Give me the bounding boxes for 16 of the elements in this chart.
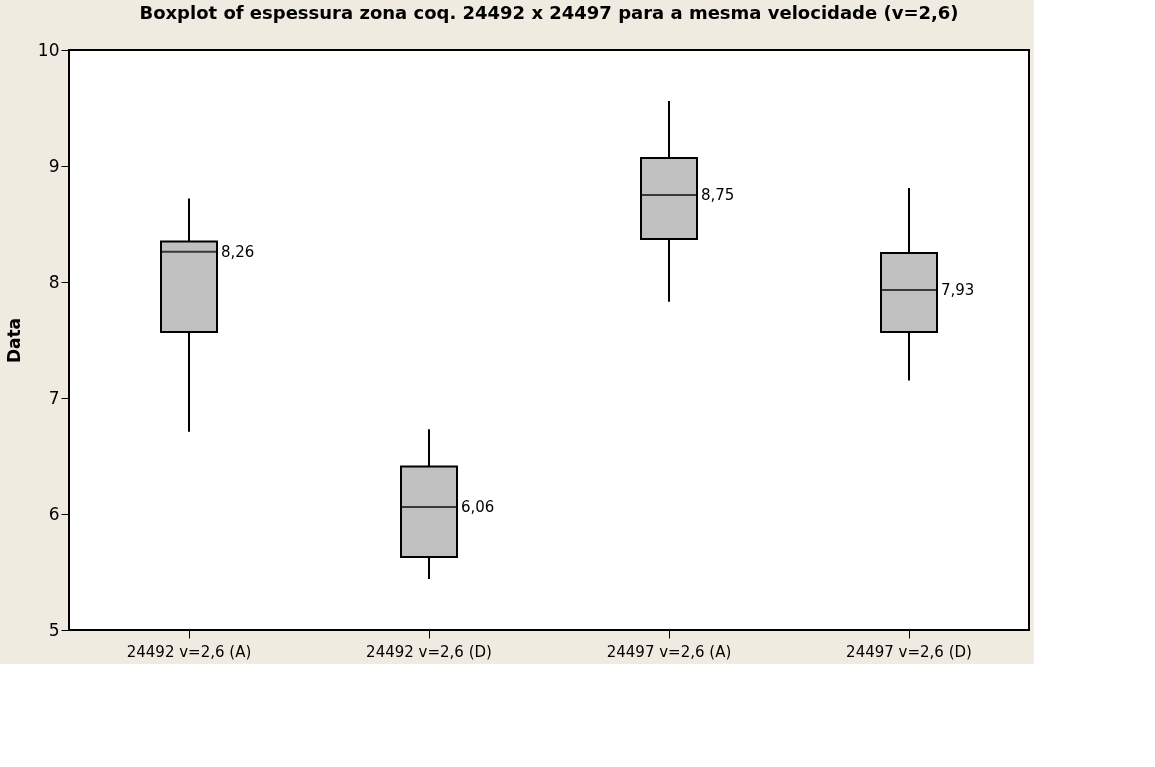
y-tick-label: 9 — [48, 155, 60, 176]
y-tick-label: 7 — [48, 387, 60, 408]
text: 8,26 — [221, 242, 255, 261]
x-tick-label: 24497 v=2,6 (A) — [606, 642, 732, 661]
text: 8,75 — [701, 186, 735, 204]
text: 7,93 — [941, 281, 975, 300]
y-tick-label: 5 — [48, 619, 60, 640]
x-tick-label: 24497 v=2,6 (D) — [846, 642, 972, 661]
text: 6,06 — [461, 498, 495, 517]
y-tick-label: 6 — [48, 503, 60, 524]
x-tick-label: 24492 v=2,6 (D) — [366, 642, 492, 661]
y-tick-label: 8 — [48, 271, 60, 292]
y-tick-label: 10 — [37, 39, 60, 60]
chart-title: Boxplot of espessura zona coq. 24492 x 24497 para a mesma velocidade (v=2,6) — [139, 2, 959, 23]
y-axis-title: Data — [3, 317, 24, 364]
x-tick-label: 24492 v=2,6 (A) — [126, 642, 252, 661]
